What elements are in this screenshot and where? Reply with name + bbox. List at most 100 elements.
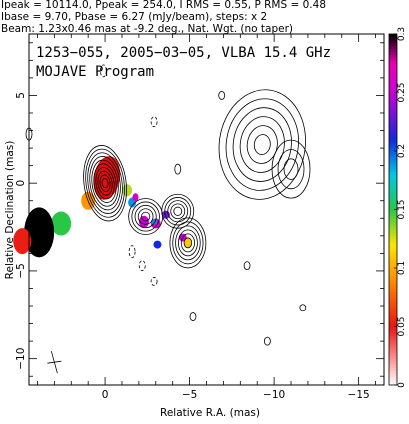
colorbar-segment xyxy=(389,308,397,313)
contour-level xyxy=(218,89,306,200)
colorbar-segment xyxy=(389,212,397,216)
x-axis-label: Relative R.A. (mas) xyxy=(160,407,260,419)
contour-level xyxy=(91,159,119,207)
isolated-contour xyxy=(243,261,251,271)
colorbar-segment xyxy=(389,95,397,99)
isolated-contour xyxy=(263,336,271,346)
isolated-contour xyxy=(299,304,307,312)
colorbar-segment xyxy=(389,215,397,219)
polarization-patch xyxy=(13,228,32,255)
colorbar-segment xyxy=(389,200,397,205)
colorbar-segment xyxy=(389,355,397,360)
y-axis-label: Relative Declination (mas) xyxy=(4,141,16,280)
colorbar-segment xyxy=(389,335,397,339)
polarization-patch xyxy=(24,207,55,258)
header-line-beam: Beam: 1.23x0.46 mas at -9.2 deg., Nat. W… xyxy=(1,23,293,35)
colorbar-segment xyxy=(389,86,397,91)
colorbar-segment xyxy=(389,177,397,181)
colorbar-segment xyxy=(389,69,397,73)
colorbar-segment xyxy=(389,197,397,202)
colorbar-segment xyxy=(389,303,397,307)
colorbar-segment xyxy=(389,142,397,146)
colorbar-segment xyxy=(389,349,397,354)
plot-content xyxy=(13,64,311,374)
x-tick-label: −10 xyxy=(263,389,285,401)
colorbar-segment xyxy=(389,332,397,336)
colorbar-segment xyxy=(389,379,397,383)
colorbar-segment xyxy=(389,323,397,327)
colorbar-segment xyxy=(389,171,397,175)
colorbar-segment xyxy=(389,168,397,172)
contour-level xyxy=(99,174,111,192)
y-tick-label: 0 xyxy=(15,180,27,187)
colorbar-segment xyxy=(389,34,397,38)
colorbar-segment xyxy=(389,112,397,117)
colorbar-segment xyxy=(389,153,397,158)
colorbar-segment xyxy=(389,346,397,351)
colorbar-segment xyxy=(389,291,397,295)
contour-level xyxy=(161,193,195,229)
polarization-patch xyxy=(153,240,162,249)
colorbar-segment xyxy=(389,72,397,76)
contour-level xyxy=(239,116,285,173)
isolated-contour xyxy=(128,245,136,259)
contour-level xyxy=(225,98,299,191)
colorbar-segment xyxy=(389,206,397,210)
header-line-base: Ibase = 9.70, Pbase = 6.27 (mJy/beam), s… xyxy=(1,11,267,23)
colorbar-segment xyxy=(389,229,397,234)
colorbar-segment xyxy=(389,344,397,348)
colorbar-segment xyxy=(389,36,397,41)
colorbar-segment xyxy=(389,180,397,184)
colorbar-segment xyxy=(389,107,397,111)
colorbar-segment xyxy=(389,121,397,126)
colorbar-segment xyxy=(389,221,397,225)
colorbar-segment xyxy=(389,162,397,167)
colorbar-segment xyxy=(389,268,397,272)
colorbar-segment xyxy=(389,45,397,50)
colorbar-segment xyxy=(389,265,397,269)
colorbar-segment xyxy=(389,124,397,129)
colorbar-segment xyxy=(389,241,397,246)
contour-level xyxy=(87,152,123,214)
contour-level xyxy=(172,221,204,265)
isolated-contour xyxy=(189,312,197,321)
colorbar-segment xyxy=(389,262,397,266)
contour-level xyxy=(97,170,113,196)
colorbar-segment xyxy=(389,66,397,70)
colorbar-segment xyxy=(389,74,397,79)
colorbar-segment xyxy=(389,104,397,108)
colorbar-segment xyxy=(389,89,397,93)
colorbar-segment xyxy=(389,288,397,292)
colorbar-segment xyxy=(389,80,397,85)
colorbar-segment xyxy=(389,279,397,284)
colorbar-segment xyxy=(389,247,397,251)
colorbar-segment xyxy=(389,235,397,240)
colorbar-segment xyxy=(389,294,397,298)
chart-subtitle: MOJAVE Program xyxy=(36,64,154,80)
colorbar-segment xyxy=(389,361,397,366)
contour-level xyxy=(253,134,271,155)
contour-level xyxy=(175,225,201,261)
colorbar-segment xyxy=(389,326,397,330)
colorbar-segment xyxy=(389,364,397,368)
contour-level xyxy=(173,206,183,216)
contour-level xyxy=(134,204,157,229)
colorbar-segment xyxy=(389,282,397,287)
colorbar-segment xyxy=(389,165,397,170)
isolated-contour xyxy=(174,163,182,175)
colorbar-segment xyxy=(389,370,397,374)
contour-level xyxy=(101,178,109,189)
colorbar-segment xyxy=(389,285,397,289)
contour-level xyxy=(95,167,115,200)
contour-level xyxy=(246,125,278,164)
colorbar-segment xyxy=(389,224,397,228)
colorbar-segment xyxy=(389,51,397,55)
isolated-contour xyxy=(138,260,146,272)
colorbar-segment xyxy=(389,256,397,260)
isolated-contour xyxy=(218,91,226,100)
colorbar-segment xyxy=(389,101,397,105)
colorbar-segment xyxy=(389,314,397,319)
colorbar-segment xyxy=(389,136,397,140)
colorbar-segment xyxy=(389,382,397,386)
